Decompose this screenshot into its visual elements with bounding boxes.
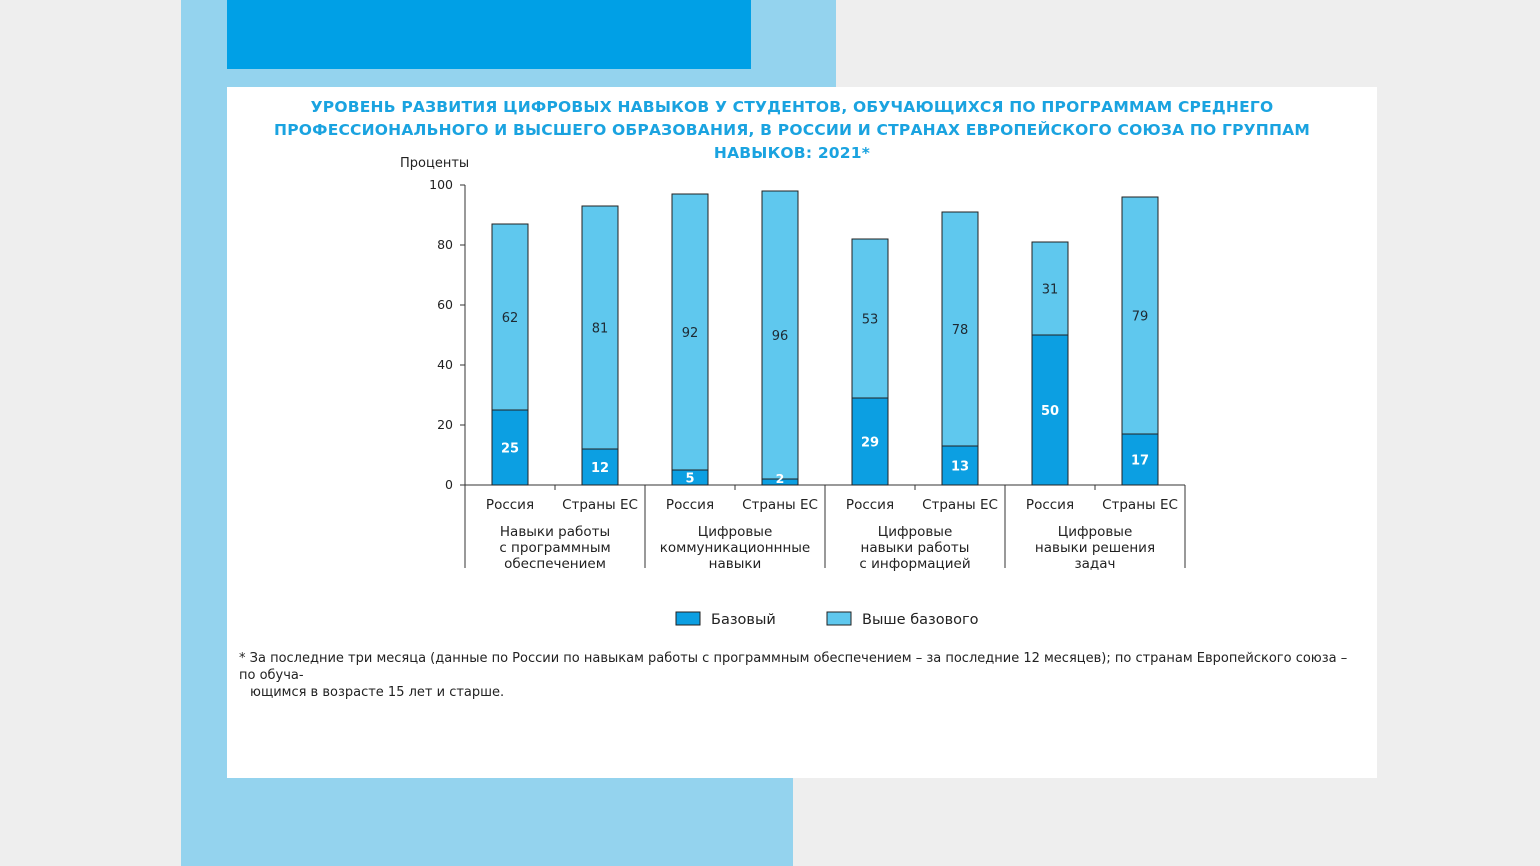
chart-panel: УРОВЕНЬ РАЗВИТИЯ ЦИФРОВЫХ НАВЫКОВ У СТУД… [227, 87, 1377, 778]
category-label: Страны ЕС [742, 497, 818, 513]
group-label-line: коммуникационнные [660, 540, 810, 556]
data-label-above-basic: 78 [952, 323, 969, 338]
group-label-line: навыки [709, 556, 762, 572]
data-label-basic: 2 [776, 471, 785, 486]
legend-swatch [675, 611, 701, 626]
group-label-line: Цифровые [1058, 524, 1133, 540]
data-label-basic: 29 [861, 436, 879, 451]
y-tick-label: 40 [437, 357, 453, 372]
data-label-above-basic: 92 [682, 326, 699, 341]
group-label: Цифровые навыки решения задач [1035, 524, 1155, 572]
group-label: Цифровые навыки работы с информацией [859, 524, 970, 572]
group-label-line: Навыки работы [500, 524, 610, 540]
group-label-line: навыки работы [861, 540, 970, 556]
chart-legend: Базовый Выше базового [675, 611, 979, 628]
category-label: Россия [666, 497, 714, 513]
data-label-basic: 50 [1041, 404, 1059, 419]
bar-above-basic [1121, 196, 1159, 435]
bar-basic [1121, 433, 1159, 486]
chart-title-line-1: УРОВЕНЬ РАЗВИТИЯ ЦИФРОВЫХ НАВЫКОВ У СТУД… [310, 98, 1274, 116]
bar-basic [851, 397, 889, 486]
decor-dark-blue-bar [181, 0, 751, 69]
legend-label: Выше базового [862, 612, 979, 628]
group-label-line: Цифровые [878, 524, 953, 540]
chart-axes: Проценты 0 20 40 60 80 100 [400, 156, 1186, 568]
y-tick-label: 20 [437, 417, 453, 432]
group-label-line: с информацией [859, 556, 970, 572]
data-label-above-basic: 62 [502, 311, 519, 326]
group-label-line: с программным [499, 540, 610, 556]
bar-above-basic [941, 211, 979, 447]
data-label-above-basic: 96 [772, 329, 789, 344]
bar-above-basic [671, 193, 709, 471]
category-label: Россия [846, 497, 894, 513]
decor-light-blue-left [181, 0, 227, 866]
bar-basic [671, 469, 709, 486]
footnote-line-1: * За последние три месяца (данные по Рос… [239, 651, 1348, 683]
bar-basic [491, 409, 529, 486]
category-label: Страны ЕС [1102, 497, 1178, 513]
group-label: Цифровые коммуникационнные навыки [660, 524, 810, 572]
bar-above-basic [761, 190, 799, 480]
bar-above-basic [1031, 241, 1069, 336]
category-label: Страны ЕС [562, 497, 638, 513]
group-label-line: обеспечением [504, 556, 606, 572]
bar-above-basic [581, 205, 619, 450]
group-label-line: Цифровые [698, 524, 773, 540]
legend-label: Базовый [711, 612, 776, 628]
chart-bars [491, 190, 1159, 486]
bar-basic [581, 448, 619, 486]
data-label-basic: 12 [591, 461, 609, 476]
category-label: Россия [1026, 497, 1074, 513]
chart-title: УРОВЕНЬ РАЗВИТИЯ ЦИФРОВЫХ НАВЫКОВ У СТУД… [227, 96, 1357, 165]
data-label-above-basic: 53 [862, 313, 879, 328]
y-tick-label: 100 [429, 177, 453, 192]
category-label: Россия [486, 497, 534, 513]
y-tick-label: 60 [437, 297, 453, 312]
bar-basic [941, 445, 979, 486]
data-label-basic: 5 [685, 472, 694, 487]
data-label-basic: 13 [951, 460, 969, 475]
bar-basic [761, 478, 799, 486]
category-label: Страны ЕС [922, 497, 998, 513]
legend-swatch [826, 611, 852, 626]
y-tick-label: 0 [445, 477, 453, 492]
group-label: Навыки работы с программным обеспечением [499, 524, 610, 572]
y-axis-label: Проценты [400, 156, 469, 171]
data-label-basic: 17 [1131, 454, 1149, 469]
chart-title-line-2: ПРОФЕССИОНАЛЬНОГО И ВЫСШЕГО ОБРАЗОВАНИЯ,… [274, 121, 1310, 162]
chart-labels: Навыки работы с программным обеспечением Ци… [486, 283, 1178, 573]
footnote: * За последние три месяца (данные по Рос… [239, 650, 1359, 701]
bar-above-basic [851, 238, 889, 399]
data-label-above-basic: 31 [1042, 283, 1059, 298]
data-label-basic: 25 [501, 442, 519, 457]
y-tick-label: 80 [437, 237, 453, 252]
data-label-above-basic: 79 [1132, 310, 1149, 325]
stacked-bar-chart: Проценты 0 20 40 60 80 100 Навыки работы с прог… [400, 156, 1186, 628]
group-label-line: задач [1074, 556, 1115, 572]
bar-above-basic [491, 223, 529, 411]
footnote-line-2: ющимся в возрасте 15 лет и старше. [250, 685, 505, 700]
group-label-line: навыки решения [1035, 540, 1155, 556]
bar-basic [1031, 334, 1069, 486]
data-label-above-basic: 81 [592, 322, 609, 337]
